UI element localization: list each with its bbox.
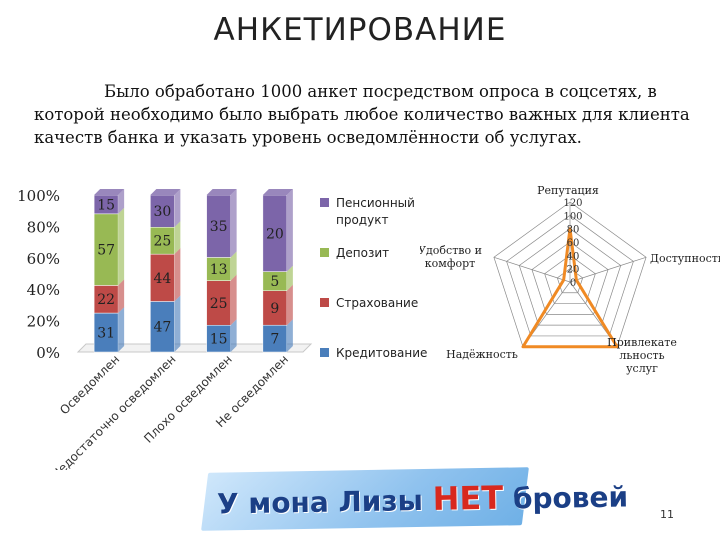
bar-segment-side (286, 284, 293, 326)
legend-label: Депозит (336, 246, 389, 260)
banner-text-part1: У мона Лизы (216, 483, 433, 521)
bar-top (94, 189, 125, 195)
radar-axis-label: Репутация (537, 184, 599, 197)
bar-segment-side (118, 307, 125, 352)
bar-value-label: 15 (97, 197, 115, 213)
banner-text: У мона Лизы НЕТ бровей (217, 476, 629, 521)
legend-swatch (320, 248, 329, 257)
bar-value-label: 57 (97, 243, 115, 259)
bar-segment (262, 324, 288, 353)
radar-gridline (506, 214, 634, 337)
bar-segment (93, 285, 119, 314)
bar-value-label: 44 (153, 271, 171, 287)
banner: У мона Лизы НЕТ бровей (201, 467, 628, 531)
radar-tick-label: 100 (563, 211, 582, 222)
bar-segment-side (230, 189, 237, 258)
legend-label: Страхование (336, 296, 418, 310)
radar-gridline (556, 268, 584, 294)
radar-axis-line (569, 256, 647, 283)
bar-value-label: 15 (210, 332, 228, 348)
bar-top (150, 189, 181, 195)
radar-axis-label: Надёжность (446, 348, 518, 361)
bar-segment (206, 194, 231, 258)
bar-value-label: 5 (270, 274, 279, 290)
bar-segment (93, 312, 119, 353)
bar-value-label: 35 (210, 219, 228, 235)
intro-text: Было обработано 1000 анкет посредством о… (34, 82, 690, 147)
bar-segment-side (174, 295, 181, 352)
bar-segment-side (118, 279, 125, 314)
radar-tick-label: 60 (567, 238, 580, 249)
legend-label: Кредитование (336, 346, 427, 360)
page-title: АНКЕТИРОВАНИЕ (213, 12, 507, 48)
bar-segment (262, 194, 288, 272)
bar-segment-side (286, 319, 293, 352)
radar-tick-label: 0 (570, 278, 576, 289)
bar-segment (150, 253, 175, 302)
bar-value-label: 7 (270, 332, 279, 348)
y-tick-label: 0% (36, 344, 60, 362)
radar-axis-label: Доступность (650, 252, 720, 265)
bar-segment-side (286, 265, 293, 291)
radar-axis-line (493, 256, 571, 283)
bar-segment-side (286, 189, 293, 272)
bar-segment-side (174, 189, 181, 228)
bar-segment (93, 213, 119, 286)
radar-axis-label: Удобство и комфорт (420, 244, 482, 270)
legend-swatch (320, 198, 329, 207)
y-tick-label: 40% (27, 281, 60, 299)
bar-value-label: 9 (270, 301, 279, 317)
legend-label: Пенсионный продукт (336, 196, 415, 227)
bar-segment-side (118, 207, 125, 286)
intro-paragraph: Было обработано 1000 анкет посредством о… (34, 80, 694, 149)
bar-value-label: 30 (153, 204, 171, 220)
page-number: 11 (660, 508, 674, 521)
bar-value-label: 25 (153, 234, 171, 250)
bar-segment (206, 324, 231, 353)
radar-gridline (518, 228, 622, 326)
bar-segment-side (174, 221, 181, 255)
bar-segment-side (230, 319, 237, 352)
y-tick-label: 100% (17, 187, 60, 205)
legend-swatch (320, 348, 329, 357)
bar-value-label: 22 (97, 292, 115, 308)
radar-axis-label: Привлекате льность услуг (607, 336, 677, 375)
bar-value-label: 13 (210, 262, 228, 278)
y-tick-label: 60% (27, 250, 60, 268)
legend-swatch (320, 298, 329, 307)
banner-text-red: НЕТ (432, 478, 504, 518)
bar-segment-side (230, 251, 237, 281)
bar-value-label: 20 (266, 226, 284, 242)
bar-value-label: 25 (210, 296, 228, 312)
stacked-bar-chart: 0%20%40%60%80%100%31225715Осведомлен4744… (17, 187, 427, 470)
radar-gridline (544, 254, 596, 304)
y-tick-label: 80% (27, 218, 60, 236)
bar-segment-side (230, 274, 237, 326)
y-tick-label: 20% (27, 313, 60, 331)
bar-top (262, 189, 293, 195)
bar-segment-side (118, 189, 125, 214)
bar-value-label: 47 (153, 320, 171, 336)
radar-gridline (531, 241, 609, 315)
bar-value-label: 31 (97, 326, 115, 342)
radar-tick-label: 20 (567, 265, 580, 276)
radar-tick-label: 40 (567, 251, 580, 262)
radar-tick-label: 120 (563, 198, 582, 209)
radar-series-line (521, 227, 619, 349)
banner-text-part3: бровей (502, 480, 629, 516)
bar-segment-side (174, 248, 181, 302)
bar-top (206, 189, 237, 195)
radar-tick-label: 80 (567, 225, 580, 236)
